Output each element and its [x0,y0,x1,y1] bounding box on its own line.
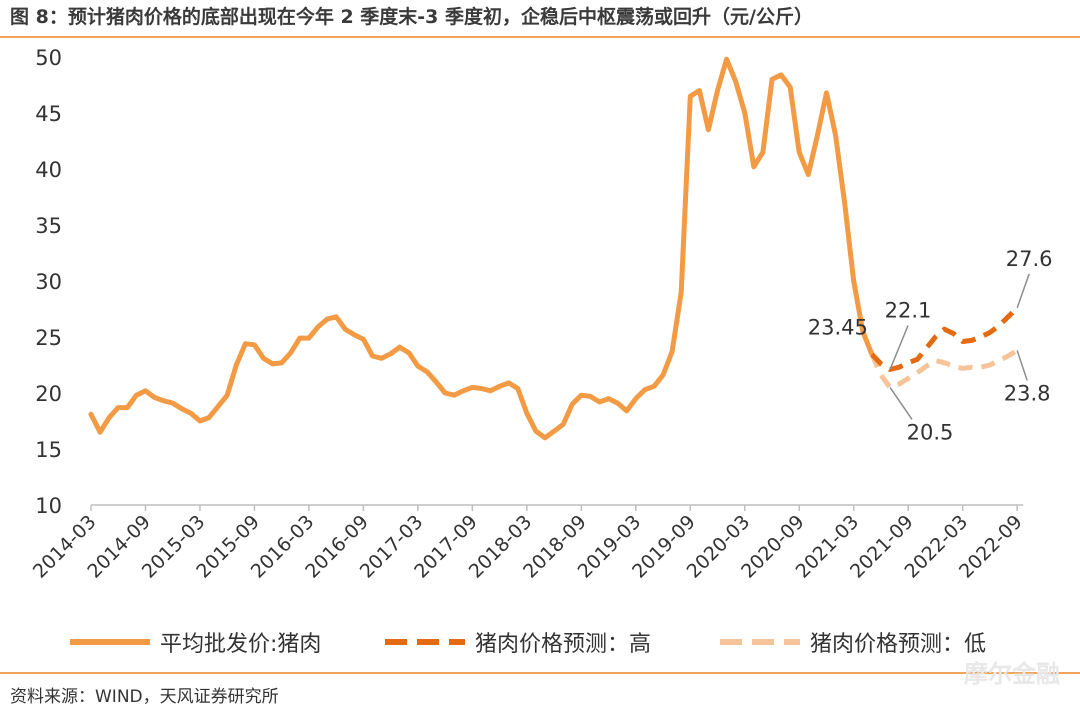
y-tick-label: 45 [35,102,62,126]
y-tick-label: 15 [35,438,62,462]
legend-label-high: 猪肉价格预测：高 [475,632,652,657]
legend-item-forecast-high: 猪肉价格预测：高 [385,622,651,662]
annotation-leader [1016,350,1028,381]
legend-item-actual: 平均批发价:猪肉 [70,622,321,662]
legend-swatch-high [385,639,465,645]
series-line-0 [88,56,875,441]
annotation-leader [889,325,909,370]
line-chart: 1015202530354045502014-032014-092015-032… [29,46,1053,583]
annotation-label: 23.8 [1004,381,1051,405]
annotation-leader [889,386,913,420]
annotation-label: 23.45 [808,315,868,339]
y-tick-label: 35 [35,214,62,238]
legend-swatch-low [720,639,800,645]
y-tick-label: 20 [35,382,62,406]
source-note: 资料来源：WIND，天风证券研究所 [10,687,279,707]
legend-label-low: 猪肉价格预测：低 [810,632,987,657]
y-tick-label: 25 [35,326,62,350]
y-tick-label: 50 [35,46,62,70]
legend: 平均批发价:猪肉 猪肉价格预测：高 猪肉价格预测：低 [0,622,1080,662]
bottom-rule [0,672,1080,674]
annotation-leader [1016,273,1030,309]
y-tick-label: 10 [35,494,62,518]
chart-title: 图 8：预计猪肉价格的底部出现在今年 2 季度末-3 季度初，企稳后中枢震荡或回… [10,6,813,28]
legend-label-actual: 平均批发价:猪肉 [160,632,322,657]
y-tick-label: 30 [35,270,62,294]
watermark: 摩尔金融 [964,660,1060,688]
y-tick-label: 40 [35,158,62,182]
annotation-label: 22.1 [885,298,932,322]
top-rule [0,36,1080,38]
legend-swatch-actual [70,639,150,645]
annotation-label: 27.6 [1006,247,1053,271]
series-line-2 [869,348,1019,390]
annotation-label: 20.5 [907,420,954,444]
series-line-1 [870,306,1019,372]
legend-item-forecast-low: 猪肉价格预测：低 [720,622,986,662]
